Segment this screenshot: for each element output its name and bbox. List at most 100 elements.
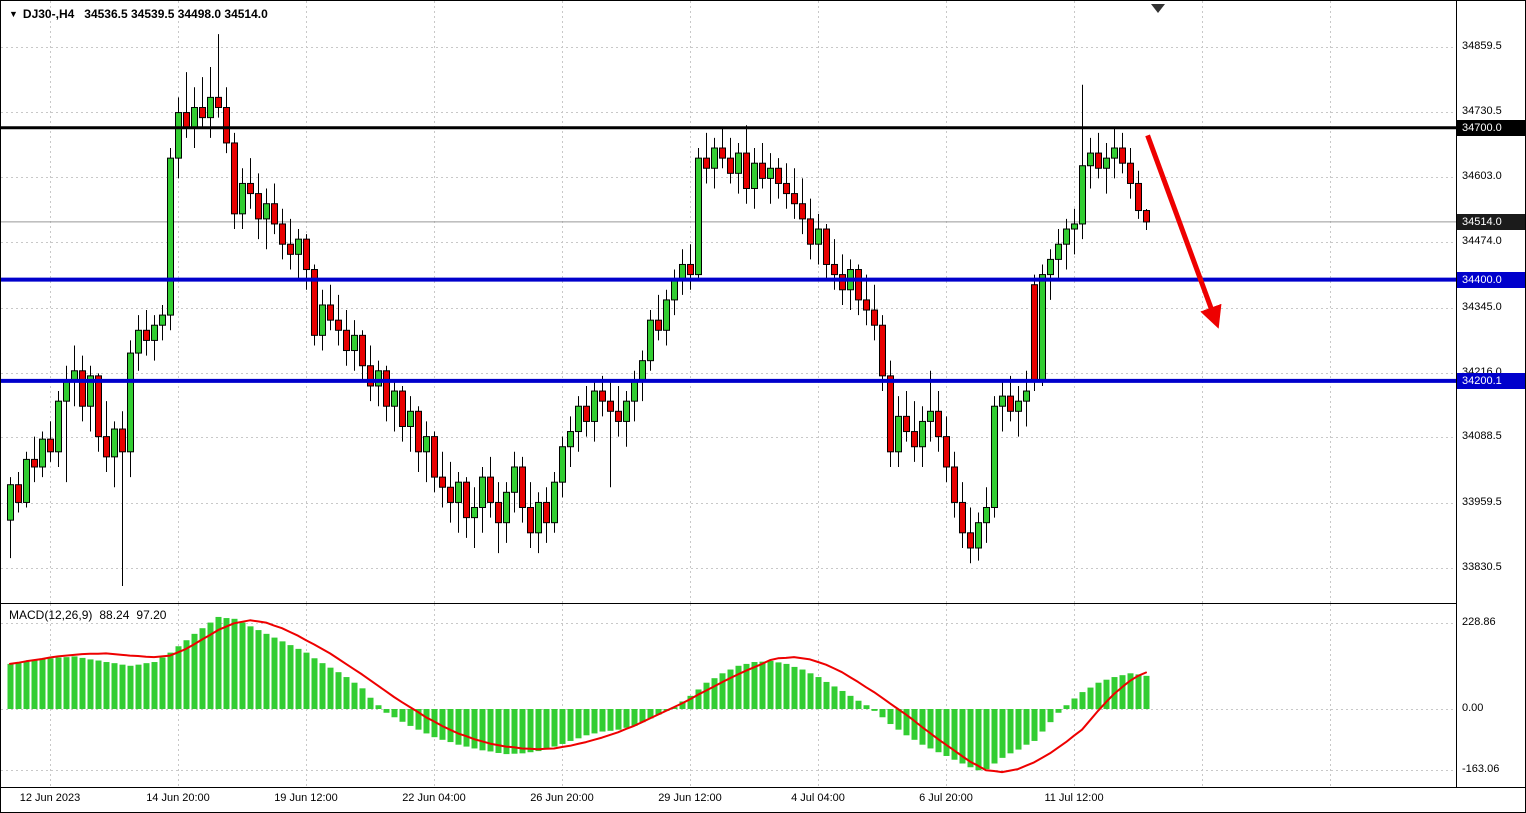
bear-candle	[807, 218, 814, 245]
macd-bar	[967, 709, 974, 768]
bear-candle	[95, 375, 102, 438]
macd-bar	[1007, 709, 1014, 754]
bull-candle	[671, 279, 678, 301]
bear-candle	[1127, 162, 1134, 184]
bear-candle	[279, 223, 286, 245]
macd-indicator-canvas[interactable]	[1, 604, 1456, 787]
macd-name: MACD(12,26,9)	[9, 608, 93, 622]
macd-bar	[831, 686, 838, 709]
macd-bar	[983, 709, 990, 770]
macd-bar	[551, 709, 558, 747]
macd-bar	[55, 657, 62, 709]
time-axis-label: 29 Jun 12:00	[658, 792, 722, 804]
chart-shift-marker-icon[interactable]	[1151, 4, 1165, 13]
macd-bar	[399, 709, 406, 722]
bear-candle	[607, 400, 614, 412]
bull-candle	[1079, 165, 1086, 225]
bull-candle	[975, 522, 982, 549]
macd-bar	[311, 658, 318, 709]
macd-bar	[639, 709, 646, 723]
trend-arrow[interactable]	[1145, 134, 1222, 329]
macd-bar	[415, 709, 422, 730]
macd-bar	[863, 705, 870, 709]
macd-signal-line	[9, 619, 1147, 774]
macd-bar	[759, 661, 766, 709]
macd-bar	[383, 709, 390, 713]
price-tag-34200.1: 34200.1	[1457, 372, 1525, 389]
bear-candle	[367, 365, 374, 387]
bear-candle	[383, 370, 390, 407]
bear-candle	[215, 96, 222, 109]
macd-bar	[167, 652, 174, 709]
macd-bar	[279, 641, 286, 709]
current-price-tag: 34514.0	[1457, 213, 1525, 230]
bear-candle	[959, 501, 966, 534]
bull-candle	[295, 238, 302, 255]
macd-bar	[407, 709, 414, 726]
macd-bar	[1087, 687, 1094, 709]
bull-candle	[983, 506, 990, 524]
macd-bar	[39, 659, 46, 709]
bull-candle	[751, 162, 758, 190]
macd-bar	[535, 709, 542, 752]
symbol-dropdown-icon[interactable]: ▼	[9, 9, 18, 19]
macd-bar	[1015, 709, 1022, 750]
bull-candle	[135, 329, 142, 354]
bull-candle	[559, 446, 566, 483]
macd-bar	[63, 657, 70, 709]
bear-candle	[431, 436, 438, 478]
bear-candle	[359, 334, 366, 367]
time-axis[interactable]: 12 Jun 2023 14 Jun 20:00 19 Jun 12:00 22 Ju…	[1, 788, 1525, 812]
bear-candle	[255, 193, 262, 220]
macd-bar	[879, 709, 886, 718]
symbol-timeframe-label: DJ30-,H4	[22, 7, 75, 21]
macd-bar	[935, 709, 942, 753]
macd-axis-label: 228.86	[1462, 616, 1496, 628]
macd-bar	[599, 709, 606, 732]
macd-bar	[631, 709, 638, 726]
bull-candle	[175, 112, 182, 159]
bear-candle	[719, 147, 726, 159]
bull-candle	[407, 410, 414, 427]
macd-bar	[655, 709, 662, 715]
macd-bar	[519, 709, 526, 754]
bull-candle	[767, 167, 774, 179]
bear-candle	[495, 501, 502, 524]
bear-candle	[1143, 210, 1150, 223]
macd-bar	[767, 660, 774, 709]
bear-candle	[487, 476, 494, 503]
bull-candle	[711, 147, 718, 169]
macd-bar	[871, 709, 878, 711]
price-axis-label: 34474.0	[1462, 235, 1502, 248]
bear-candle	[223, 107, 230, 144]
macd-bar	[839, 690, 846, 709]
time-axis-label: 12 Jun 2023	[19, 792, 81, 804]
macd-bar	[47, 658, 54, 709]
price-axis[interactable]: 34859.5 34730.5 34603.0 34474.0 34345.0 34216…	[1456, 1, 1525, 787]
macd-bar	[559, 709, 566, 744]
price-axis-label: 34088.5	[1462, 430, 1502, 443]
macd-bar	[1039, 709, 1046, 732]
panel-separator[interactable]	[1, 603, 1525, 604]
macd-bar	[687, 695, 694, 709]
main-chart-canvas[interactable]	[1, 1, 1456, 603]
macd-bar	[703, 682, 710, 709]
macd-bar	[127, 665, 134, 709]
bull-candle	[39, 438, 46, 468]
bear-candle	[1135, 182, 1142, 212]
bear-candle	[439, 476, 446, 488]
macd-bar	[623, 709, 630, 728]
macd-bar	[799, 669, 806, 709]
macd-bar	[495, 709, 502, 753]
bull-candle	[679, 263, 686, 281]
macd-bar	[463, 709, 470, 747]
bear-candle	[855, 269, 862, 301]
macd-bar	[343, 677, 350, 709]
bear-candle	[303, 238, 310, 271]
macd-bar	[87, 659, 94, 709]
bear-candle	[599, 390, 606, 402]
bear-candle	[1007, 395, 1014, 412]
panel-separator[interactable]	[1, 787, 1525, 788]
bull-candle	[7, 484, 14, 521]
bear-candle	[743, 152, 750, 190]
